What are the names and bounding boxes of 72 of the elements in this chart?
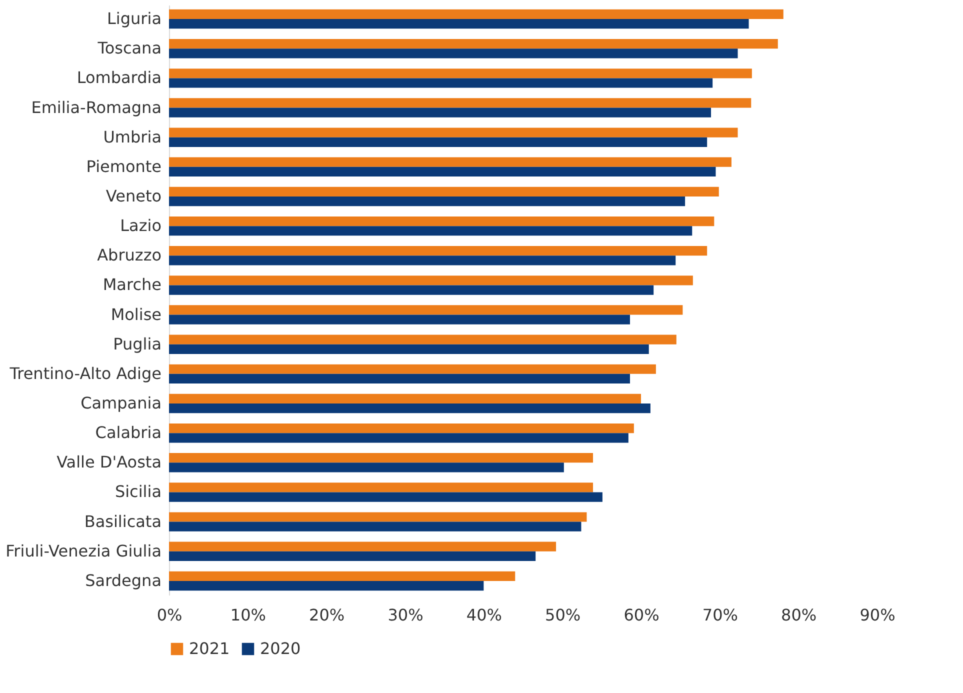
- legend-label: 2020: [260, 639, 301, 658]
- bar: [169, 394, 641, 404]
- bar: [169, 285, 654, 295]
- x-tick-label: 20%: [309, 606, 345, 624]
- bar: [169, 314, 630, 324]
- bar: [169, 404, 650, 414]
- y-tick-label: Lazio: [120, 216, 162, 236]
- bar: [169, 542, 556, 552]
- bar: [169, 196, 686, 206]
- bar: [169, 522, 582, 532]
- y-tick-label: Lombardia: [76, 68, 162, 88]
- y-tick-label: Marche: [102, 275, 162, 294]
- bar: [169, 108, 712, 118]
- bar: [169, 98, 752, 108]
- x-tick-label: 40%: [466, 606, 502, 624]
- x-tick-label: 0%: [156, 606, 182, 624]
- y-tick-label: Basilicata: [84, 512, 162, 531]
- legend-label: 2021: [189, 639, 230, 658]
- bar: [169, 68, 752, 78]
- bar: [169, 39, 778, 49]
- y-tick-label: Valle D'Aosta: [56, 452, 162, 472]
- y-tick-label: Friuli-Venezia Giulia: [6, 541, 162, 560]
- bar: [169, 580, 484, 591]
- bar: [169, 492, 602, 502]
- y-tick-label: Abruzzo: [97, 246, 162, 265]
- bar: [169, 305, 683, 315]
- y-tick-label: Puglia: [113, 334, 162, 354]
- x-tick-label: 70%: [702, 606, 738, 624]
- bar: [169, 226, 692, 236]
- bar: [169, 256, 676, 266]
- bar: [169, 48, 738, 58]
- y-tick-label: Trentino-Alto Adige: [8, 364, 162, 383]
- bar: [169, 423, 634, 434]
- bar: [169, 216, 714, 226]
- y-tick-label: Campania: [80, 394, 162, 413]
- bar: [169, 19, 749, 29]
- y-tick-label: Veneto: [106, 186, 162, 206]
- bar: [169, 433, 628, 443]
- y-tick-label: Sardegna: [85, 570, 162, 590]
- bar: [169, 453, 594, 463]
- bar: [169, 137, 708, 147]
- bar: [169, 512, 587, 522]
- bar: [169, 166, 716, 177]
- bar: [169, 482, 594, 492]
- bar: [169, 462, 564, 472]
- bar: [169, 78, 713, 88]
- y-tick-label: Sicilia: [114, 482, 162, 502]
- y-tick-label: Umbria: [103, 127, 162, 146]
- x-tick-label: 50%: [545, 606, 581, 624]
- x-tick-label: 30%: [388, 606, 424, 624]
- bar: [169, 128, 738, 138]
- x-tick-label: 90%: [860, 606, 896, 624]
- bar: [169, 334, 676, 344]
- y-tick-label: Piemonte: [86, 156, 162, 176]
- bar: [169, 571, 516, 581]
- y-tick-label: Emilia-Romagna: [31, 98, 162, 117]
- x-tick-label: 80%: [781, 606, 817, 624]
- x-tick-label: 10%: [230, 606, 266, 624]
- y-tick-label: Molise: [110, 304, 162, 324]
- bar: [169, 344, 649, 354]
- bar: [169, 276, 693, 286]
- bar: [169, 246, 708, 256]
- bar: [169, 157, 732, 167]
- bar: [169, 364, 656, 374]
- y-tick-label: Liguria: [107, 9, 162, 28]
- y-tick-label: Toscana: [96, 38, 162, 58]
- bar: [169, 186, 719, 196]
- bar: [169, 551, 536, 561]
- x-tick-label: 60%: [624, 606, 660, 624]
- bar: [169, 374, 630, 384]
- bar: [169, 9, 784, 20]
- y-tick-label: Calabria: [95, 423, 162, 442]
